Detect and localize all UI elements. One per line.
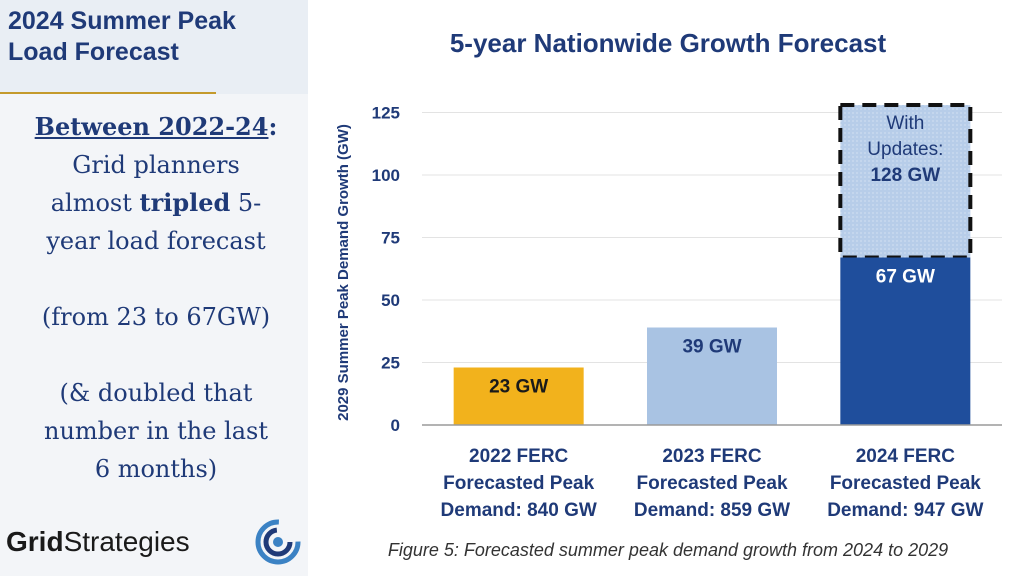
bar-update-region — [838, 103, 973, 260]
summary-line-2-post: 5- — [230, 189, 262, 217]
bar-chart: 5-year Nationwide Growth Forecast 2029 Su… — [335, 28, 1002, 521]
summary-line-4: (from 23 to 67GW) — [41, 303, 271, 331]
bar-value-label: 39 GW — [682, 337, 741, 358]
x-tick-label: Forecasted Peak — [443, 473, 594, 494]
title-block: 2024 Summer Peak Load Forecast — [0, 0, 308, 94]
bar-value-label: 23 GW — [489, 377, 548, 398]
figure-caption: Figure 5: Forecasted summer peak demand … — [387, 540, 949, 560]
x-tick-label: 2022 FERC — [469, 446, 569, 467]
y-tick-label: 100 — [372, 166, 400, 185]
summary-lead-colon: : — [268, 112, 278, 141]
summary-line-2-bold: tripled — [139, 188, 231, 217]
bar — [647, 327, 777, 425]
title-divider — [0, 92, 216, 94]
logo-wordmark-bold: Grid — [6, 526, 64, 557]
y-tick-label: 125 — [372, 104, 400, 123]
bar-update-label: With — [886, 113, 924, 134]
slide-title-line-2: Load Forecast — [8, 38, 179, 66]
x-tick-label: Demand: 840 GW — [441, 500, 597, 521]
summary-line-2-pre: almost — [50, 189, 140, 217]
summary-line-2: almost tripled 5- — [6, 184, 306, 222]
summary-line-3: year load forecast — [46, 227, 266, 255]
y-tick-label: 25 — [381, 354, 400, 373]
summary-line-1: Grid planners — [72, 151, 240, 179]
logo-wordmark: GridStrategies — [6, 526, 190, 558]
slide-title: 2024 Summer Peak Load Forecast — [8, 6, 306, 68]
bar-update-label: 128 GW — [870, 165, 940, 186]
x-tick-label: Forecasted Peak — [830, 473, 981, 494]
logo-wordmark-regular: Strategies — [63, 526, 190, 557]
x-tick-label: Demand: 947 GW — [827, 500, 983, 521]
grid-strategies-logo: GridStrategies — [6, 516, 306, 572]
x-tick-label: Demand: 859 GW — [634, 500, 790, 521]
summary-text: Between 2022-24: Grid planners almost tr… — [6, 108, 306, 488]
summary-line-5: (& doubled that — [59, 379, 253, 407]
summary-line-6: number in the last — [44, 417, 268, 445]
chart-area: 5-year Nationwide Growth Forecast 2029 Su… — [312, 0, 1024, 576]
bar-update-label: Updates: — [867, 139, 943, 160]
left-panel: 2024 Summer Peak Load Forecast Between 2… — [0, 0, 308, 576]
x-tick-label: Forecasted Peak — [636, 473, 787, 494]
y-axis-label: 2029 Summer Peak Demand Growth (GW) — [335, 124, 352, 421]
x-tick-label: 2024 FERC — [856, 446, 956, 467]
x-tick-label: 2023 FERC — [662, 446, 762, 467]
y-tick-label: 0 — [391, 416, 400, 435]
bar — [840, 257, 971, 425]
bar-value-label: 67 GW — [876, 267, 935, 288]
summary-line-7: 6 months) — [94, 455, 218, 483]
grid-strategies-logo-icon — [255, 519, 301, 565]
chart-title: 5-year Nationwide Growth Forecast — [450, 28, 887, 58]
y-tick-label: 75 — [381, 229, 400, 248]
y-tick-label: 50 — [381, 291, 400, 310]
summary-lead: Between 2022-24 — [34, 112, 269, 141]
bar — [453, 367, 584, 425]
slide-title-line-1: 2024 Summer Peak — [8, 7, 236, 35]
